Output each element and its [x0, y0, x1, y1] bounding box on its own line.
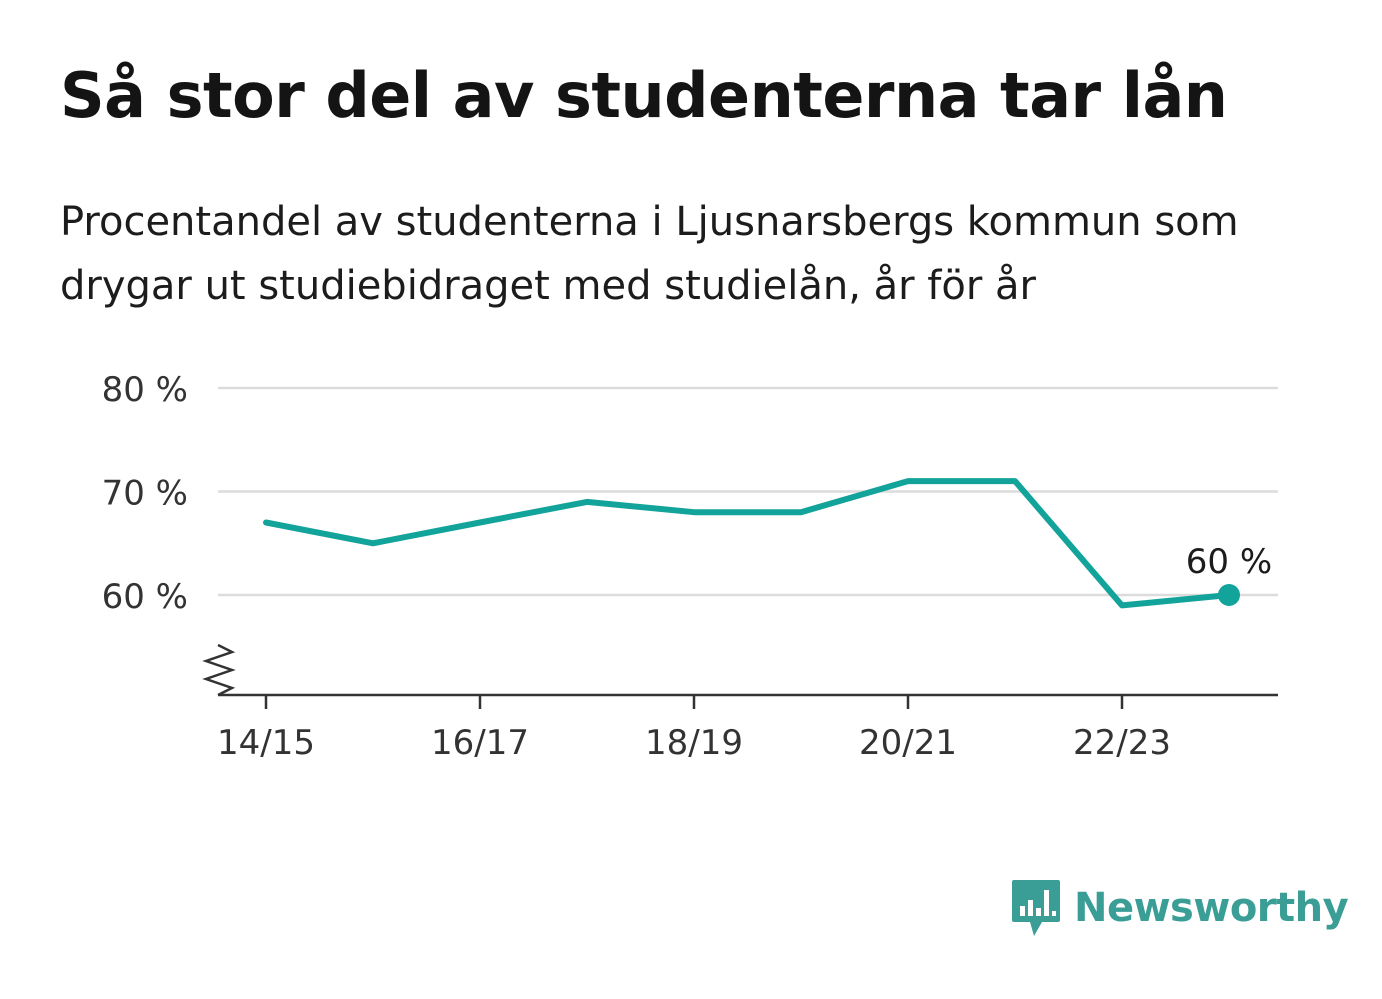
newsworthy-logo: Newsworthy	[1010, 878, 1349, 938]
x-tick-label: 22/23	[1073, 723, 1171, 763]
newsworthy-logo-icon	[1012, 880, 1060, 936]
y-tick-label: 60 %	[102, 577, 188, 617]
chart-subtitle: Procentandel av studenterna i Ljusnarsbe…	[60, 199, 1239, 309]
y-tick-label: 70 %	[102, 474, 188, 514]
x-tick-label: 18/19	[645, 723, 743, 763]
last-value-label: 60 %	[1186, 542, 1272, 582]
y-tick-label: 80 %	[102, 370, 188, 410]
chart-title: Så stor del av studenterna tar lån	[60, 59, 1228, 132]
x-axis: 14/15 16/17 18/19 20/21 22/23	[202, 643, 1278, 763]
x-tick-label: 14/15	[217, 723, 315, 763]
last-data-point	[1218, 584, 1240, 606]
x-tick-label: 16/17	[431, 723, 529, 763]
brand-name: Newsworthy	[1074, 885, 1349, 931]
grid-lines	[218, 386, 1278, 597]
series-line	[263, 478, 1232, 609]
x-tick-label: 20/21	[859, 723, 957, 763]
y-axis-tick-labels: 60 % 70 % 80 %	[102, 370, 188, 617]
series-layer: 60 %	[263, 478, 1272, 609]
axis-break-mark	[202, 643, 236, 697]
